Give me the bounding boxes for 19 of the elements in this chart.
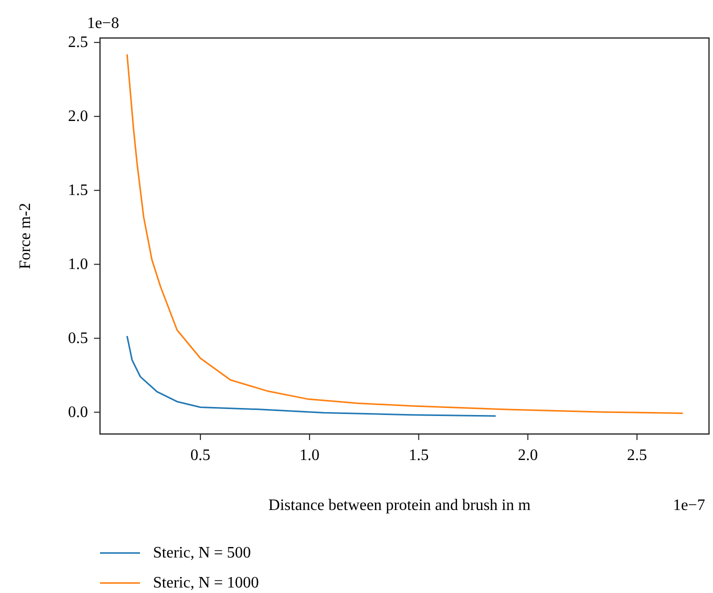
y-tick-label: 2.5 (68, 34, 88, 51)
x-tick-label: 2.5 (626, 447, 647, 464)
y-tick-label: 0.0 (68, 404, 88, 421)
y-tick-label: 0.5 (68, 330, 88, 347)
text: 1e−8 (86, 15, 120, 32)
legend-label: Steric, N = 1000 (153, 574, 259, 592)
y-tick-label: 1.5 (68, 182, 88, 199)
y-tick-label: 1.0 (68, 256, 88, 273)
y-axis-title: Force m-2 (17, 202, 34, 270)
y-tick-label: 2.0 (68, 108, 88, 125)
legend-label: Steric, N = 500 (153, 544, 251, 562)
x-tick-label: 2.0 (518, 447, 538, 464)
line-series (126, 54, 684, 414)
x-tick-label: 1.5 (408, 447, 429, 464)
x-tick-label: 1.0 (300, 447, 320, 464)
x-tick-label: 0.5 (190, 447, 210, 464)
text: 1e−7 (672, 497, 706, 514)
x-axis-title: Distance between protein and brush in m (268, 497, 532, 514)
line-series (126, 335, 496, 417)
